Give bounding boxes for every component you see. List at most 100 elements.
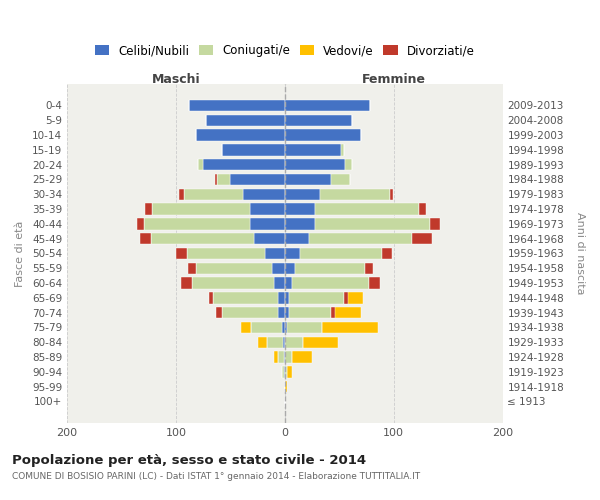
Bar	[145, 204, 152, 215]
Text: Maschi: Maschi	[152, 72, 200, 86]
Legend: Celibi/Nubili, Coniugati/e, Vedovi/e, Divorziati/e: Celibi/Nubili, Coniugati/e, Vedovi/e, Di…	[90, 40, 479, 62]
Bar	[285, 218, 315, 230]
Bar	[285, 188, 320, 200]
Bar	[284, 352, 285, 363]
Bar	[368, 278, 380, 289]
Bar	[250, 218, 285, 230]
Bar	[331, 307, 335, 318]
Bar	[209, 292, 213, 304]
Bar	[176, 248, 187, 260]
Bar	[430, 218, 440, 230]
Bar	[145, 218, 250, 230]
Bar	[151, 233, 254, 244]
Bar	[209, 292, 213, 304]
Bar	[274, 352, 278, 363]
Bar	[285, 248, 300, 260]
Bar	[187, 248, 265, 260]
Bar	[283, 336, 285, 348]
Bar	[251, 322, 281, 334]
Bar	[322, 322, 379, 334]
Bar	[309, 233, 412, 244]
Bar	[189, 100, 285, 112]
Bar	[292, 278, 368, 289]
Bar	[285, 262, 295, 274]
Bar	[215, 174, 217, 186]
Text: Femmine: Femmine	[362, 72, 425, 86]
Bar	[230, 174, 285, 186]
Bar	[185, 248, 187, 260]
Bar	[289, 307, 331, 318]
Bar	[221, 144, 285, 156]
Bar	[190, 278, 192, 289]
Bar	[278, 292, 285, 304]
Bar	[268, 336, 283, 348]
Bar	[244, 188, 285, 200]
Bar	[216, 307, 221, 318]
Bar	[274, 278, 285, 289]
Bar	[193, 262, 196, 274]
Text: COMUNE DI BOSISIO PARINI (LC) - Dati ISTAT 1° gennaio 2014 - Elaborazione TUTTIT: COMUNE DI BOSISIO PARINI (LC) - Dati IST…	[12, 472, 420, 481]
Bar	[241, 322, 251, 334]
Bar	[257, 336, 268, 348]
Bar	[198, 159, 203, 170]
Bar	[250, 204, 285, 215]
Bar	[285, 307, 289, 318]
Bar	[149, 233, 151, 244]
Bar	[285, 322, 287, 334]
Bar	[287, 366, 292, 378]
Bar	[278, 307, 285, 318]
Bar	[278, 352, 284, 363]
Bar	[265, 248, 285, 260]
Bar	[287, 322, 322, 334]
Bar	[285, 352, 292, 363]
Y-axis label: Anni di nascita: Anni di nascita	[575, 212, 585, 294]
Bar	[331, 307, 361, 318]
Bar	[285, 366, 287, 378]
Bar	[206, 114, 285, 126]
Bar	[272, 262, 285, 274]
Bar	[137, 218, 145, 230]
Bar	[284, 366, 285, 378]
Bar	[295, 262, 365, 274]
Bar	[344, 159, 352, 170]
Bar	[382, 248, 392, 260]
Bar	[285, 292, 289, 304]
Bar	[412, 233, 415, 244]
Bar	[341, 144, 344, 156]
Bar	[365, 262, 373, 274]
Bar	[382, 248, 386, 260]
Bar	[344, 292, 363, 304]
Bar	[188, 262, 196, 274]
Bar	[281, 322, 285, 334]
Bar	[285, 233, 309, 244]
Bar	[285, 174, 331, 186]
Bar	[285, 278, 292, 289]
Bar	[285, 130, 361, 141]
Bar	[344, 292, 348, 304]
Bar	[315, 204, 419, 215]
Bar	[368, 278, 376, 289]
Bar	[184, 188, 244, 200]
Bar	[304, 336, 338, 348]
Y-axis label: Fasce di età: Fasce di età	[15, 220, 25, 286]
Bar	[285, 144, 341, 156]
Bar	[285, 336, 304, 348]
Bar	[430, 218, 432, 230]
Bar	[419, 204, 427, 215]
Bar	[179, 188, 184, 200]
Bar	[196, 262, 272, 274]
Bar	[281, 366, 284, 378]
Bar	[292, 352, 312, 363]
Bar	[320, 188, 391, 200]
Bar	[285, 100, 370, 112]
Bar	[217, 174, 230, 186]
Bar	[391, 188, 392, 200]
Bar	[192, 278, 274, 289]
Bar	[254, 233, 285, 244]
Bar	[140, 233, 151, 244]
Bar	[300, 248, 382, 260]
Bar	[412, 233, 432, 244]
Bar	[285, 159, 344, 170]
Bar	[143, 218, 145, 230]
Bar	[285, 114, 352, 126]
